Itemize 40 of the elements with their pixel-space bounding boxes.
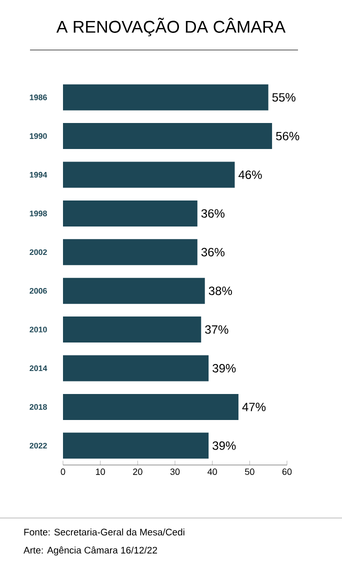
data-label: 56% [276, 132, 300, 140]
y-tick-label: 2014 [30, 365, 48, 372]
data-label: 38% [208, 286, 232, 296]
y-tick-label: 2018 [30, 404, 47, 410]
x-tick-label: 20 [133, 468, 142, 475]
bar [63, 432, 209, 459]
source-note: Fonte: Secretaria-Geral da Mesa/Cedi [24, 528, 184, 536]
data-label: 39% [212, 441, 236, 450]
x-tick-label: 30 [170, 468, 180, 475]
text: Arte: Agência Câmara 16/12/22 [24, 546, 157, 556]
data-label: 46% [238, 170, 262, 179]
data-label: 37% [205, 325, 228, 334]
x-tick-label: 50 [245, 468, 254, 475]
data-label: 36% [201, 209, 225, 218]
y-tick-label: 1990 [30, 133, 47, 139]
bar [63, 200, 198, 226]
data-label: 36% [201, 248, 225, 256]
bar [63, 394, 238, 420]
y-tick-label: 1986 [30, 94, 47, 100]
bar [63, 123, 272, 150]
bar [63, 355, 209, 382]
data-label: 55% [272, 93, 296, 102]
y-tick-label: 2002 [30, 249, 47, 255]
bar [63, 316, 202, 343]
x-tick-label: 0 [60, 468, 66, 475]
y-tick-label: 2006 [30, 288, 47, 294]
y-tick-label: 2010 [30, 326, 47, 332]
bar [63, 239, 198, 266]
data-label: 47% [242, 402, 266, 412]
bar [63, 278, 205, 304]
y-tick-label: 1998 [30, 210, 47, 216]
x-tick-label: 40 [208, 468, 217, 475]
bar [63, 162, 235, 188]
data-label: 39% [212, 364, 236, 372]
x-tick-label: 10 [96, 468, 105, 475]
bar [63, 84, 268, 110]
y-tick-label: 1994 [30, 172, 48, 178]
chart-title: A RENOVAÇÃO DA CÂMARA [56, 18, 286, 36]
x-tick-label: 60 [282, 468, 292, 475]
y-tick-label: 2022 [30, 442, 47, 448]
